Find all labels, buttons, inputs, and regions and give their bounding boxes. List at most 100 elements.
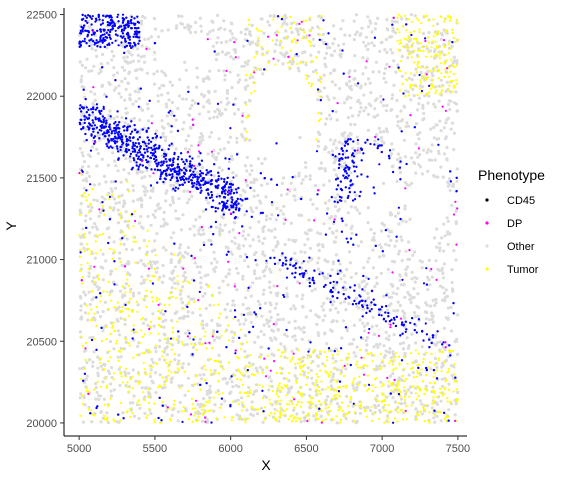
point-other <box>174 209 178 213</box>
point-tumor <box>266 354 269 357</box>
point-other <box>297 213 301 217</box>
point-other <box>148 260 152 264</box>
point-other <box>191 311 195 315</box>
point-other <box>282 345 287 349</box>
point-tumor <box>294 362 297 366</box>
point-tumor <box>420 91 423 94</box>
point-other <box>455 59 459 63</box>
point-other <box>199 281 203 285</box>
point-tumor <box>210 409 213 412</box>
point-other <box>258 365 263 369</box>
point-other <box>235 288 239 292</box>
point-other <box>407 373 411 377</box>
point-other <box>117 367 121 371</box>
point-other <box>190 194 194 198</box>
point-other <box>126 81 130 86</box>
point-tumor <box>419 410 422 413</box>
point-other <box>190 144 194 148</box>
point-other <box>161 245 166 250</box>
point-other <box>285 292 289 296</box>
point-other <box>214 265 218 269</box>
point-tumor <box>261 397 264 400</box>
point-tumor <box>382 409 385 412</box>
point-other <box>150 249 154 253</box>
point-tumor <box>155 297 159 300</box>
point-other <box>438 348 442 352</box>
point-tumor <box>300 357 303 360</box>
point-other <box>168 203 172 207</box>
point-other <box>426 404 430 408</box>
point-tumor <box>440 85 443 88</box>
point-other <box>384 337 388 341</box>
point-other <box>395 158 400 162</box>
point-other <box>321 318 325 323</box>
point-other <box>318 352 323 356</box>
point-other <box>121 411 125 415</box>
point-other <box>381 405 385 410</box>
point-tumor <box>455 64 459 67</box>
point-other <box>325 296 329 300</box>
point-other <box>237 414 242 418</box>
point-tumor <box>148 408 151 411</box>
point-other <box>106 163 110 167</box>
point-other <box>229 250 233 254</box>
point-other <box>228 70 232 74</box>
point-other <box>297 171 301 175</box>
point-other <box>420 402 424 406</box>
point-tumor <box>114 306 117 309</box>
point-other <box>143 386 148 390</box>
point-tumor <box>335 380 338 383</box>
point-other <box>79 304 83 308</box>
point-other <box>367 256 371 260</box>
point-other <box>122 347 126 351</box>
point-other <box>240 312 244 317</box>
point-other <box>200 92 204 96</box>
point-other <box>403 401 407 405</box>
point-other <box>417 137 421 141</box>
point-other <box>212 338 217 342</box>
point-other <box>290 30 294 34</box>
point-other <box>138 170 142 174</box>
point-other <box>379 246 383 250</box>
point-tumor <box>443 388 446 391</box>
point-tumor <box>424 351 428 354</box>
point-other <box>198 313 203 317</box>
point-other <box>187 362 191 366</box>
point-other <box>235 140 239 144</box>
point-other <box>249 206 253 210</box>
point-other <box>207 110 211 114</box>
point-tumor <box>452 363 456 366</box>
point-tumor <box>427 51 430 54</box>
point-other <box>88 336 92 340</box>
point-tumor <box>405 29 408 32</box>
point-other <box>124 87 128 91</box>
point-other <box>431 298 435 302</box>
point-tumor <box>98 278 101 281</box>
point-other <box>338 48 342 52</box>
point-other <box>454 258 458 262</box>
point-other <box>443 348 447 352</box>
point-tumor <box>387 380 390 383</box>
point-tumor <box>276 399 279 402</box>
point-other <box>449 364 454 368</box>
point-other <box>412 73 417 77</box>
point-other <box>316 231 320 235</box>
point-other <box>448 39 452 43</box>
point-other <box>358 110 362 114</box>
point-other <box>91 101 95 105</box>
point-other <box>302 370 306 375</box>
point-other <box>104 259 108 263</box>
point-other <box>329 349 333 353</box>
point-tumor <box>223 416 226 419</box>
point-other <box>155 69 159 73</box>
point-other <box>218 148 223 152</box>
point-other <box>291 59 295 64</box>
point-other <box>361 307 365 311</box>
point-other <box>325 95 329 99</box>
point-other <box>165 353 169 357</box>
point-other <box>420 412 424 416</box>
point-other <box>456 313 460 317</box>
point-other <box>201 138 205 142</box>
point-other <box>257 220 261 224</box>
point-other <box>308 387 312 392</box>
